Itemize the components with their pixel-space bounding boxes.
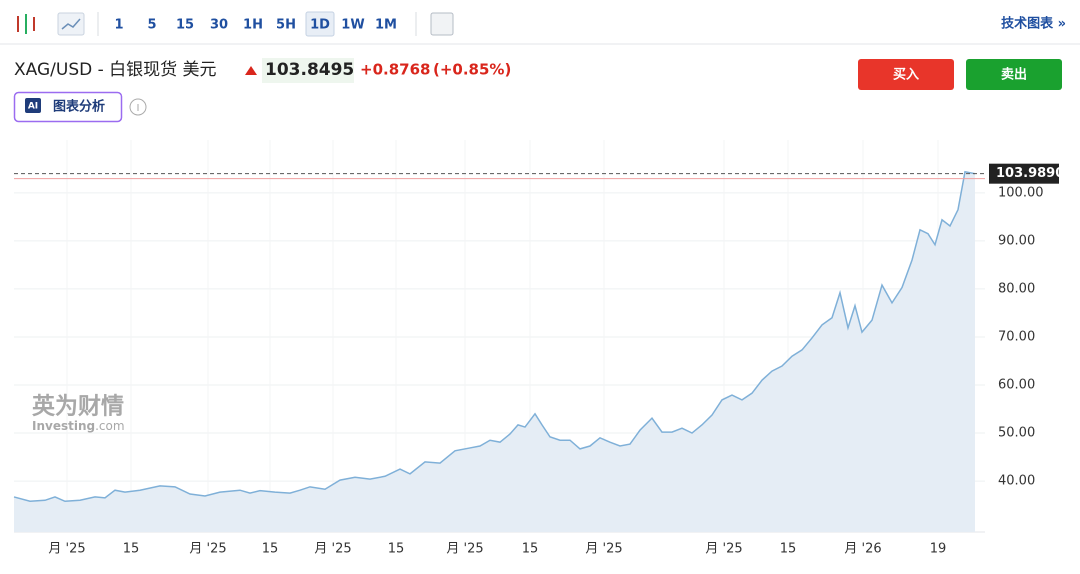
interval-button[interactable]: 5 (147, 18, 156, 33)
interval-button[interactable]: 30 (210, 18, 228, 33)
interval-button[interactable]: 1M (375, 18, 397, 33)
y-tick-label: 60.00 (998, 378, 1035, 393)
up-arrow (245, 66, 257, 75)
watermark-site-name: Investing (32, 419, 95, 433)
ai-icon (25, 98, 41, 113)
x-tick-label: 月 '26 (844, 542, 881, 557)
x-tick-label: 月 '25 (705, 542, 742, 557)
interval-button[interactable]: 5H (276, 18, 296, 33)
x-tick-label: 15 (123, 542, 140, 557)
x-tick-label: 月 '25 (585, 542, 622, 557)
price-line (13, 170, 976, 503)
line-icon-glyph (61, 18, 81, 30)
x-tick-label: 月 '25 (48, 542, 85, 557)
interval-button[interactable]: 1D (310, 18, 330, 33)
watermark-site: Investing.com (32, 419, 125, 433)
candle-icon[interactable] (17, 14, 35, 34)
x-tick-label: 15 (522, 542, 539, 557)
price: 103.8495 (265, 60, 354, 80)
y-tick-label: 50.00 (998, 426, 1035, 441)
last-price-label: 103.9890 (996, 166, 1064, 181)
change: +0.8768 (360, 61, 430, 79)
x-tick-label: 19 (930, 542, 947, 557)
sell-button[interactable] (966, 59, 1062, 90)
tech-chart-link[interactable]: 技术图表 » (1001, 16, 1066, 32)
change-pct: (+0.85%) (433, 61, 511, 79)
y-tick-label: 90.00 (998, 233, 1035, 248)
interval-active (305, 11, 335, 37)
ai-label[interactable]: 图表分析 (53, 99, 105, 115)
area-fill (14, 171, 975, 533)
line-icon[interactable] (57, 12, 85, 36)
info-icon[interactable] (129, 98, 147, 116)
interval-button[interactable]: 1 (114, 18, 123, 33)
y-tick-label: 80.00 (998, 281, 1035, 296)
x-tick-label: 15 (780, 542, 797, 557)
interval-button[interactable]: 15 (176, 18, 194, 33)
x-tick-label: 月 '25 (189, 542, 226, 557)
x-tick-label: 月 '25 (446, 542, 483, 557)
interval-button[interactable]: 1W (341, 18, 364, 33)
symbol: XAG/USD - 白银现货 美元 (14, 60, 217, 80)
y-tick-label: 100.00 (998, 185, 1044, 200)
buy-label[interactable]: 买入 (893, 68, 919, 83)
y-tick-label: 40.00 (998, 474, 1035, 489)
y-tick-label: 70.00 (998, 329, 1035, 344)
watermark-domain: .com (95, 419, 124, 433)
x-tick-label: 15 (388, 542, 405, 557)
interval-button[interactable]: 1H (243, 18, 263, 33)
price-bg (262, 58, 354, 83)
watermark-brand: 英为财情 (32, 393, 124, 420)
buy-button[interactable] (858, 59, 954, 90)
ai-badge: AI (28, 102, 38, 112)
ai-button[interactable] (13, 91, 123, 123)
x-tick-label: 月 '25 (314, 542, 351, 557)
last-price-box (989, 163, 1059, 184)
layout-icon[interactable] (430, 12, 454, 36)
sell-label[interactable]: 卖出 (1001, 67, 1027, 83)
x-tick-label: 15 (262, 542, 279, 557)
